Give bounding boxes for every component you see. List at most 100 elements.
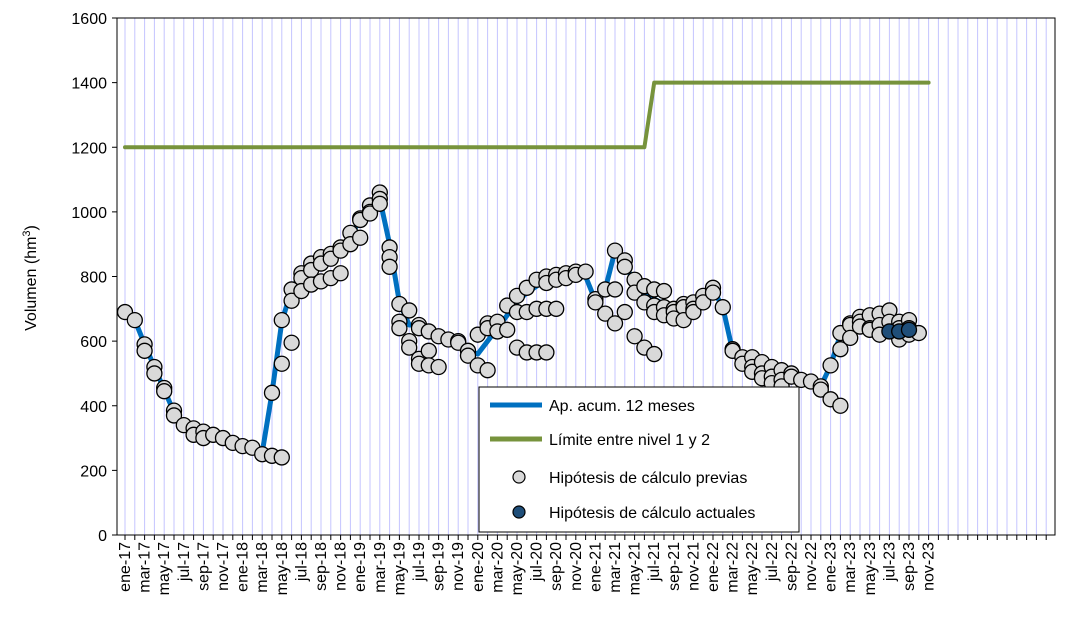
x-tick-label: mar-21 [607, 542, 624, 593]
x-tick-label: may-23 [862, 542, 879, 595]
legend-label-limite: Límite entre nivel 1 y 2 [549, 432, 710, 449]
marker-previas [263, 384, 281, 401]
x-tick-label: may-21 [627, 542, 644, 595]
marker-previas [156, 383, 173, 400]
marker-previas [548, 300, 565, 317]
marker-previas [283, 292, 300, 309]
marker-previas [430, 358, 447, 376]
marker-previas [587, 294, 604, 311]
x-tick-label: jul-17 [176, 542, 193, 582]
y-tick-label: 400 [80, 399, 107, 416]
marker-previas [626, 328, 643, 345]
marker-previas [832, 341, 849, 358]
marker-previas [273, 449, 290, 466]
legend-label-acum: Ap. acum. 12 meses [549, 398, 695, 415]
x-tick-label: sep-22 [783, 542, 800, 591]
marker-previas [695, 294, 712, 311]
y-tick-label: 600 [80, 334, 107, 351]
marker-previas [352, 229, 369, 246]
x-tick-label: mar-19 [372, 542, 389, 593]
marker-previas [126, 311, 143, 329]
y-tick-label: 200 [80, 463, 107, 480]
marker-previas [273, 355, 290, 372]
series-limite-line [123, 80, 931, 150]
marker-previas [704, 284, 722, 301]
marker-previas [401, 302, 418, 319]
y-tick-label: 1000 [71, 205, 107, 222]
x-tick-label: ene-17 [117, 542, 134, 592]
marker-previas [499, 321, 516, 338]
legend-label-previas: Hipótesis de cálculo previas [549, 470, 747, 487]
marker-previas [361, 205, 379, 222]
marker-previas [606, 242, 624, 259]
marker-actuales [900, 321, 918, 338]
x-tick-label: ene-23 [823, 542, 840, 592]
marker-previas [283, 334, 300, 351]
marker-previas [401, 339, 418, 356]
x-tick-label: nov-19 [450, 542, 467, 591]
x-tick-label: may-19 [391, 542, 408, 595]
x-tick-label: ene-18 [235, 542, 252, 592]
legend-marker-actuales [512, 505, 526, 519]
marker-previas [616, 303, 633, 321]
marker-previas [597, 305, 614, 322]
marker-previas [381, 258, 398, 275]
x-tick-label: mar-22 [725, 542, 742, 593]
marker-previas [616, 258, 633, 275]
series-layer [116, 80, 931, 466]
x-tick-label: ene-19 [352, 542, 369, 592]
marker-previas [538, 344, 555, 361]
y-tick-label: 1600 [71, 11, 107, 28]
y-axis-title-superscript: 3 [21, 230, 33, 236]
x-tick-label: nov-23 [921, 542, 938, 591]
legend-marker-previas [512, 470, 526, 484]
marker-previas [685, 303, 702, 321]
marker-previas [332, 265, 349, 282]
marker-previas [136, 342, 153, 359]
x-tick-label: jul-23 [881, 542, 898, 582]
x-tick-label: jul-18 [293, 542, 310, 582]
x-tick-label: jul-19 [411, 542, 428, 582]
marker-previas [714, 299, 731, 316]
marker-previas [606, 315, 624, 332]
legend-box [478, 386, 800, 533]
x-tick-label: nov-20 [568, 542, 585, 591]
x-tick-label: sep-23 [901, 542, 918, 591]
y-axis-title-close: ) [23, 225, 40, 230]
y-axis: 0 200 400 600 800 1000 1200 1400 1600 [71, 11, 117, 545]
marker-previas [479, 362, 496, 379]
x-tick-label: sep-20 [548, 542, 565, 591]
marker-previas [165, 407, 183, 424]
x-tick-label: may-20 [509, 542, 526, 595]
x-tick-label: nov-21 [685, 542, 702, 591]
y-tick-label: 800 [80, 270, 107, 287]
y-axis-title: Volumen (hm3) [21, 225, 40, 331]
marker-previas [812, 381, 829, 398]
x-tick-label: may-18 [274, 542, 291, 595]
marker-previas [146, 365, 163, 382]
marker-previas [420, 342, 437, 359]
y-axis-title-main: Volumen (hm [23, 237, 40, 331]
y-tick-label: 0 [98, 528, 107, 545]
x-tick-label: nov-22 [803, 542, 820, 591]
x-tick-label: sep-17 [195, 542, 212, 591]
marker-previas [606, 281, 624, 298]
y-tick-label: 1200 [71, 140, 107, 157]
marker-previas [273, 311, 290, 329]
legend-label-actuales: Hipótesis de cálculo actuales [549, 505, 755, 522]
legend: Ap. acum. 12 meses Límite entre nivel 1 … [478, 386, 800, 533]
marker-previas [391, 320, 408, 337]
marker-previas [842, 329, 859, 347]
x-tick-label: may-22 [744, 542, 761, 595]
marker-previas [371, 195, 388, 212]
x-axis: ene-17 mar-17 may-17 jul-17 sep-17 nov-17 ene-… [117, 535, 1047, 595]
marker-previas [646, 345, 663, 363]
x-tick-label: jul-20 [529, 542, 546, 582]
x-tick-label: sep-21 [666, 542, 683, 591]
y-tick-label: 1400 [71, 76, 107, 93]
grid-lines [124, 18, 1047, 535]
x-tick-label: ene-22 [705, 542, 722, 592]
x-tick-label: may-17 [156, 542, 173, 595]
x-tick-label: ene-21 [587, 542, 604, 592]
